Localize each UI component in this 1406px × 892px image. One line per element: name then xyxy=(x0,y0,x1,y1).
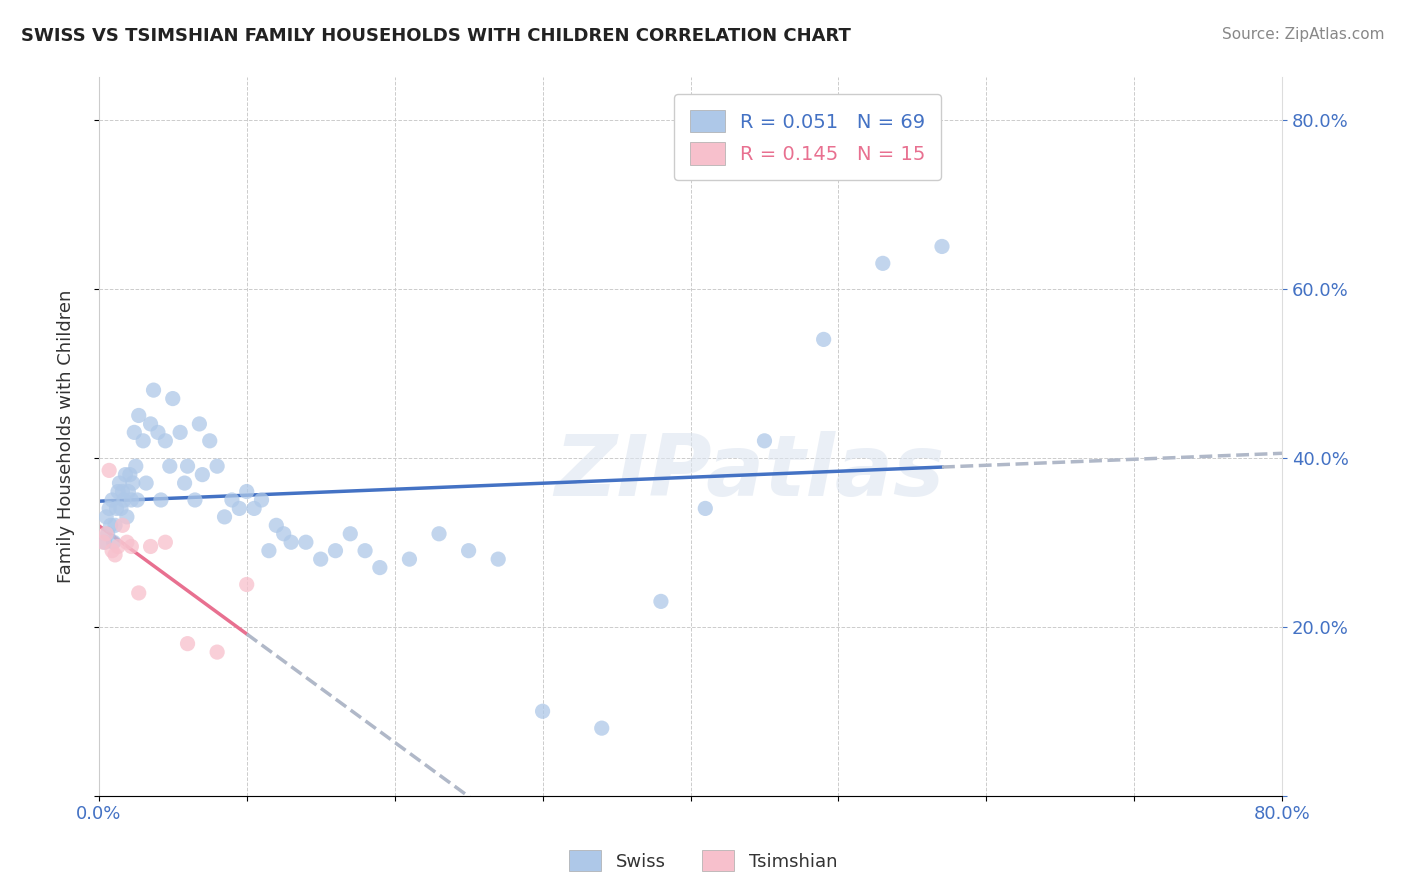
Point xyxy=(107,540,129,554)
Point xyxy=(243,501,266,516)
Point xyxy=(128,586,150,600)
Legend: R = 0.051   N = 69, R = 0.145   N = 15: R = 0.051 N = 69, R = 0.145 N = 15 xyxy=(673,95,941,180)
Point xyxy=(108,476,131,491)
Point xyxy=(115,509,138,524)
Point xyxy=(149,493,172,508)
Point xyxy=(280,535,302,549)
Point xyxy=(188,417,211,431)
Text: Source: ZipAtlas.com: Source: ZipAtlas.com xyxy=(1222,27,1385,42)
Point xyxy=(98,463,121,477)
Point xyxy=(221,493,243,508)
Point xyxy=(120,493,142,508)
Point xyxy=(101,493,124,508)
Point xyxy=(198,434,221,448)
Point xyxy=(101,543,124,558)
Point xyxy=(398,552,420,566)
Point xyxy=(754,434,776,448)
Y-axis label: Family Households with Children: Family Households with Children xyxy=(58,290,75,583)
Point xyxy=(235,577,257,591)
Point xyxy=(98,501,121,516)
Point xyxy=(111,518,134,533)
Point xyxy=(295,535,318,549)
Point xyxy=(872,256,894,270)
Point xyxy=(120,540,142,554)
Point xyxy=(427,526,450,541)
Point xyxy=(127,493,149,508)
Point xyxy=(104,548,127,562)
Point xyxy=(125,459,148,474)
Point xyxy=(146,425,169,440)
Point xyxy=(111,484,134,499)
Point xyxy=(100,518,122,533)
Point xyxy=(114,467,136,482)
Point xyxy=(214,509,236,524)
Point xyxy=(105,501,128,516)
Point xyxy=(93,535,115,549)
Point xyxy=(155,535,177,549)
Point xyxy=(266,518,288,533)
Point xyxy=(257,543,280,558)
Point xyxy=(91,535,114,549)
Point xyxy=(104,518,127,533)
Point xyxy=(457,543,479,558)
Point xyxy=(139,540,162,554)
Point xyxy=(368,560,391,574)
Point xyxy=(96,526,118,541)
Point xyxy=(96,509,118,524)
Point xyxy=(650,594,672,608)
Point xyxy=(235,484,257,499)
Point xyxy=(139,417,162,431)
Point xyxy=(813,333,835,347)
Point xyxy=(118,467,141,482)
Point xyxy=(273,526,295,541)
Legend: Swiss, Tsimshian: Swiss, Tsimshian xyxy=(561,843,845,879)
Point xyxy=(159,459,181,474)
Point xyxy=(169,425,191,440)
Point xyxy=(155,434,177,448)
Point xyxy=(121,476,143,491)
Point xyxy=(531,704,554,718)
Point xyxy=(132,434,155,448)
Point xyxy=(309,552,332,566)
Point xyxy=(117,484,139,499)
Point xyxy=(124,425,146,440)
Point xyxy=(339,526,361,541)
Point xyxy=(135,476,157,491)
Point xyxy=(228,501,250,516)
Point xyxy=(695,501,717,516)
Point xyxy=(591,721,613,735)
Point xyxy=(486,552,509,566)
Point xyxy=(205,645,228,659)
Point xyxy=(354,543,377,558)
Text: SWISS VS TSIMSHIAN FAMILY HOUSEHOLDS WITH CHILDREN CORRELATION CHART: SWISS VS TSIMSHIAN FAMILY HOUSEHOLDS WIT… xyxy=(21,27,851,45)
Point xyxy=(205,459,228,474)
Point xyxy=(107,484,129,499)
Point xyxy=(325,543,347,558)
Point xyxy=(128,409,150,423)
Text: ZIPatlas: ZIPatlas xyxy=(554,431,945,514)
Point xyxy=(103,535,125,549)
Point xyxy=(112,493,135,508)
Point xyxy=(176,459,198,474)
Point xyxy=(176,637,198,651)
Point xyxy=(115,535,138,549)
Point xyxy=(184,493,207,508)
Point xyxy=(162,392,184,406)
Point xyxy=(191,467,214,482)
Point xyxy=(250,493,273,508)
Point xyxy=(173,476,195,491)
Point xyxy=(97,526,120,541)
Point xyxy=(110,501,132,516)
Point xyxy=(142,383,165,397)
Point xyxy=(931,239,953,253)
